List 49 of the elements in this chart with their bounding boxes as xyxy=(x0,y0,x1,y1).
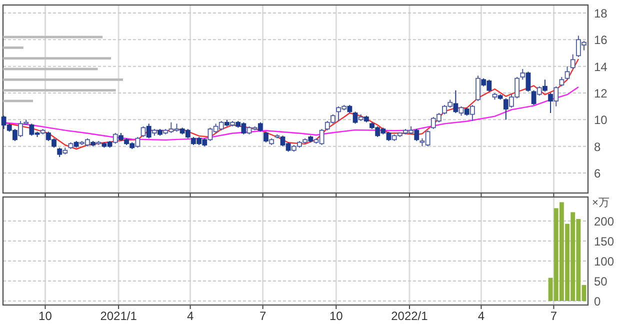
candlestick xyxy=(536,86,542,96)
candlestick xyxy=(564,66,570,80)
y-tick-label: 16 xyxy=(594,33,608,48)
bar xyxy=(3,78,123,81)
y-tick-label: 18 xyxy=(594,6,608,20)
x-tick-label: 7 xyxy=(259,309,266,323)
candlestick xyxy=(264,131,268,143)
x-tick-label: 10 xyxy=(329,309,344,323)
candlestick xyxy=(112,132,118,144)
candlestick xyxy=(146,123,152,139)
bar xyxy=(3,46,24,49)
candlestick xyxy=(352,111,358,124)
y-tick-label: 12 xyxy=(594,86,608,100)
y-tick-label: 0 xyxy=(594,294,601,308)
y-tick-label: 100 xyxy=(594,254,614,268)
y-tick-label: 6 xyxy=(594,166,601,180)
x-tick-label: 4 xyxy=(478,309,485,323)
x-tick-label: 4 xyxy=(186,309,194,323)
candlestick xyxy=(140,126,146,138)
y-tick-label: 8 xyxy=(594,140,601,154)
candlestick xyxy=(258,122,263,132)
y-tick-label: 10 xyxy=(594,113,608,128)
x-tick-label: 2022/1 xyxy=(391,309,428,323)
candlestick xyxy=(531,90,536,106)
candlestick xyxy=(554,86,559,107)
y-tick-label: 50 xyxy=(594,274,608,288)
candlestick xyxy=(542,79,548,92)
candlestick xyxy=(135,136,140,148)
y-tick-label: 14 xyxy=(594,60,608,74)
candlestick xyxy=(526,71,531,92)
y-tick-label: 200 xyxy=(594,214,614,228)
y-tick-label: 150 xyxy=(594,234,614,248)
bar xyxy=(3,57,111,60)
candlestick xyxy=(476,75,480,102)
x-tick-label: 10 xyxy=(38,309,52,323)
candlestick xyxy=(503,98,508,120)
x-tick-label: 2021/1 xyxy=(100,309,138,323)
candlestick xyxy=(559,76,564,87)
x-tick-label: 7 xyxy=(550,309,558,323)
bar xyxy=(3,89,116,92)
candlestick xyxy=(57,147,62,158)
candlestick xyxy=(414,128,420,142)
candlestick xyxy=(453,90,458,114)
candlestick xyxy=(458,106,464,116)
candlestick xyxy=(470,104,475,122)
candlestick xyxy=(570,54,576,70)
y-axis-title: ×万 xyxy=(592,197,610,209)
candlestick xyxy=(548,92,553,114)
candlestick xyxy=(520,68,526,80)
